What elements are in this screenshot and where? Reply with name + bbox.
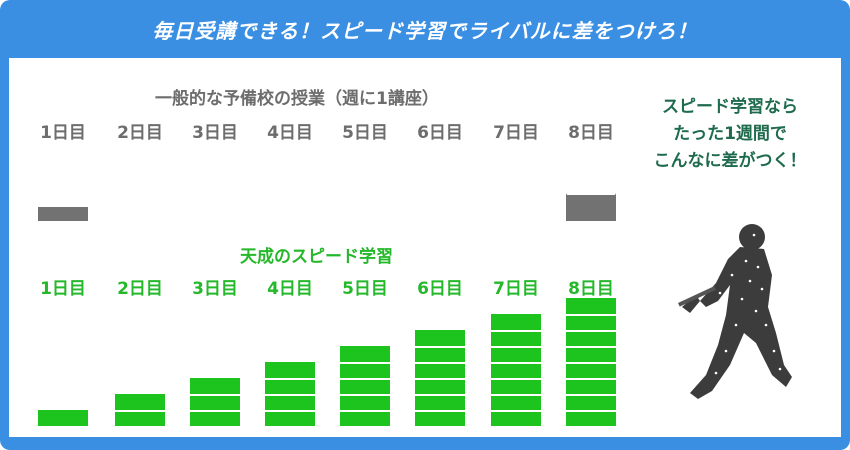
day-label: 8日目 — [568, 123, 614, 143]
bar-segment — [415, 346, 465, 362]
bar-segment — [415, 378, 465, 394]
bar-segment — [340, 394, 390, 410]
day-label: 8日目 — [568, 279, 614, 299]
banner-headline: 毎日受講できる！スピード学習でライバルに差をつけろ！ — [152, 18, 698, 43]
day-label: 4日目 — [267, 279, 313, 299]
bar-segment — [265, 378, 315, 394]
bar-segment — [190, 410, 240, 426]
bar-segment — [566, 394, 616, 410]
bar-segment — [340, 346, 390, 362]
bar-segment — [491, 362, 541, 378]
bar-segment — [265, 410, 315, 426]
bar-segment — [491, 378, 541, 394]
bar-segment — [115, 410, 165, 426]
bar-segment — [340, 362, 390, 378]
bar-segment — [566, 207, 616, 221]
bar-segment — [265, 362, 315, 378]
bar-segment — [415, 362, 465, 378]
day-label: 3日目 — [192, 123, 238, 143]
bar-segment — [566, 378, 616, 394]
bar-segment — [415, 330, 465, 346]
bar-segment — [566, 346, 616, 362]
day-label: 1日目 — [40, 279, 86, 299]
day-label: 2日目 — [117, 279, 163, 299]
bar-segment — [190, 378, 240, 394]
bar-segment — [38, 410, 88, 426]
bar-segment — [340, 378, 390, 394]
day-label: 7日目 — [493, 279, 539, 299]
day-label: 7日目 — [493, 123, 539, 143]
side-message-line: スピード学習なら — [662, 97, 798, 117]
bar-segment — [566, 314, 616, 330]
day-label: 4日目 — [267, 123, 313, 143]
day-label: 6日目 — [417, 123, 463, 143]
bar-segment — [115, 394, 165, 410]
bar-segment — [340, 410, 390, 426]
chart-title-standard: 一般的な予備校の授業（週に1講座） — [155, 89, 439, 109]
bar-segment — [566, 330, 616, 346]
side-message-line: たった1週間で — [673, 124, 787, 144]
bar-segment — [566, 298, 616, 314]
baseball-batter-silhouette-icon — [678, 224, 792, 399]
side-message: スピード学習なら たった1週間で こんなに差がつく！ — [630, 94, 830, 175]
bar-segment — [491, 314, 541, 330]
bar-segment — [566, 362, 616, 378]
bar-segment — [415, 394, 465, 410]
bar-segment — [491, 346, 541, 362]
day-label: 5日目 — [342, 123, 388, 143]
chart-title-speed: 天成のスピード学習 — [240, 247, 393, 267]
day-label: 3日目 — [192, 279, 238, 299]
side-message-line: こんなに差がつく！ — [653, 151, 807, 171]
bar-segment — [190, 394, 240, 410]
bar-segment — [491, 410, 541, 426]
day-label: 6日目 — [417, 279, 463, 299]
day-label: 1日目 — [40, 123, 86, 143]
bar-segment — [491, 330, 541, 346]
bar-segment — [38, 207, 88, 221]
bar-segment — [566, 193, 616, 207]
bar-segment — [265, 394, 315, 410]
day-label: 5日目 — [342, 279, 388, 299]
bar-segment — [491, 394, 541, 410]
day-label: 2日目 — [117, 123, 163, 143]
bar-segment — [415, 410, 465, 426]
bar-segment — [566, 410, 616, 426]
